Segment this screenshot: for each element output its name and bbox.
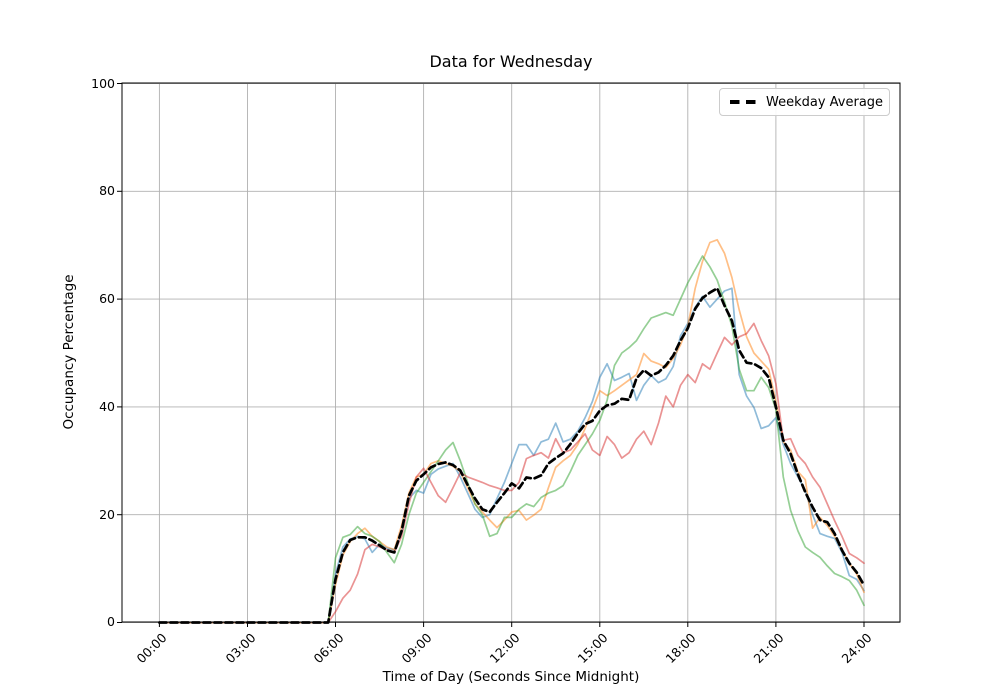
y-tick-label-60: 60 [99,291,115,306]
y-tick-label-80: 80 [99,183,115,198]
y-axis-label: Occupancy Percentage [61,274,77,430]
y-tick-label-100: 100 [91,76,115,91]
dashed-line-icon [730,100,756,104]
y-tick-label-40: 40 [99,399,115,414]
y-tick-label-0: 0 [107,614,115,629]
chart-title: Data for Wednesday [429,52,593,71]
legend-label: Weekday Average [766,94,884,110]
x-axis-label: Time of Day (Seconds Since Midnight) [382,669,640,685]
legend: Weekday Average [719,88,890,116]
y-tick-label-20: 20 [99,507,115,522]
